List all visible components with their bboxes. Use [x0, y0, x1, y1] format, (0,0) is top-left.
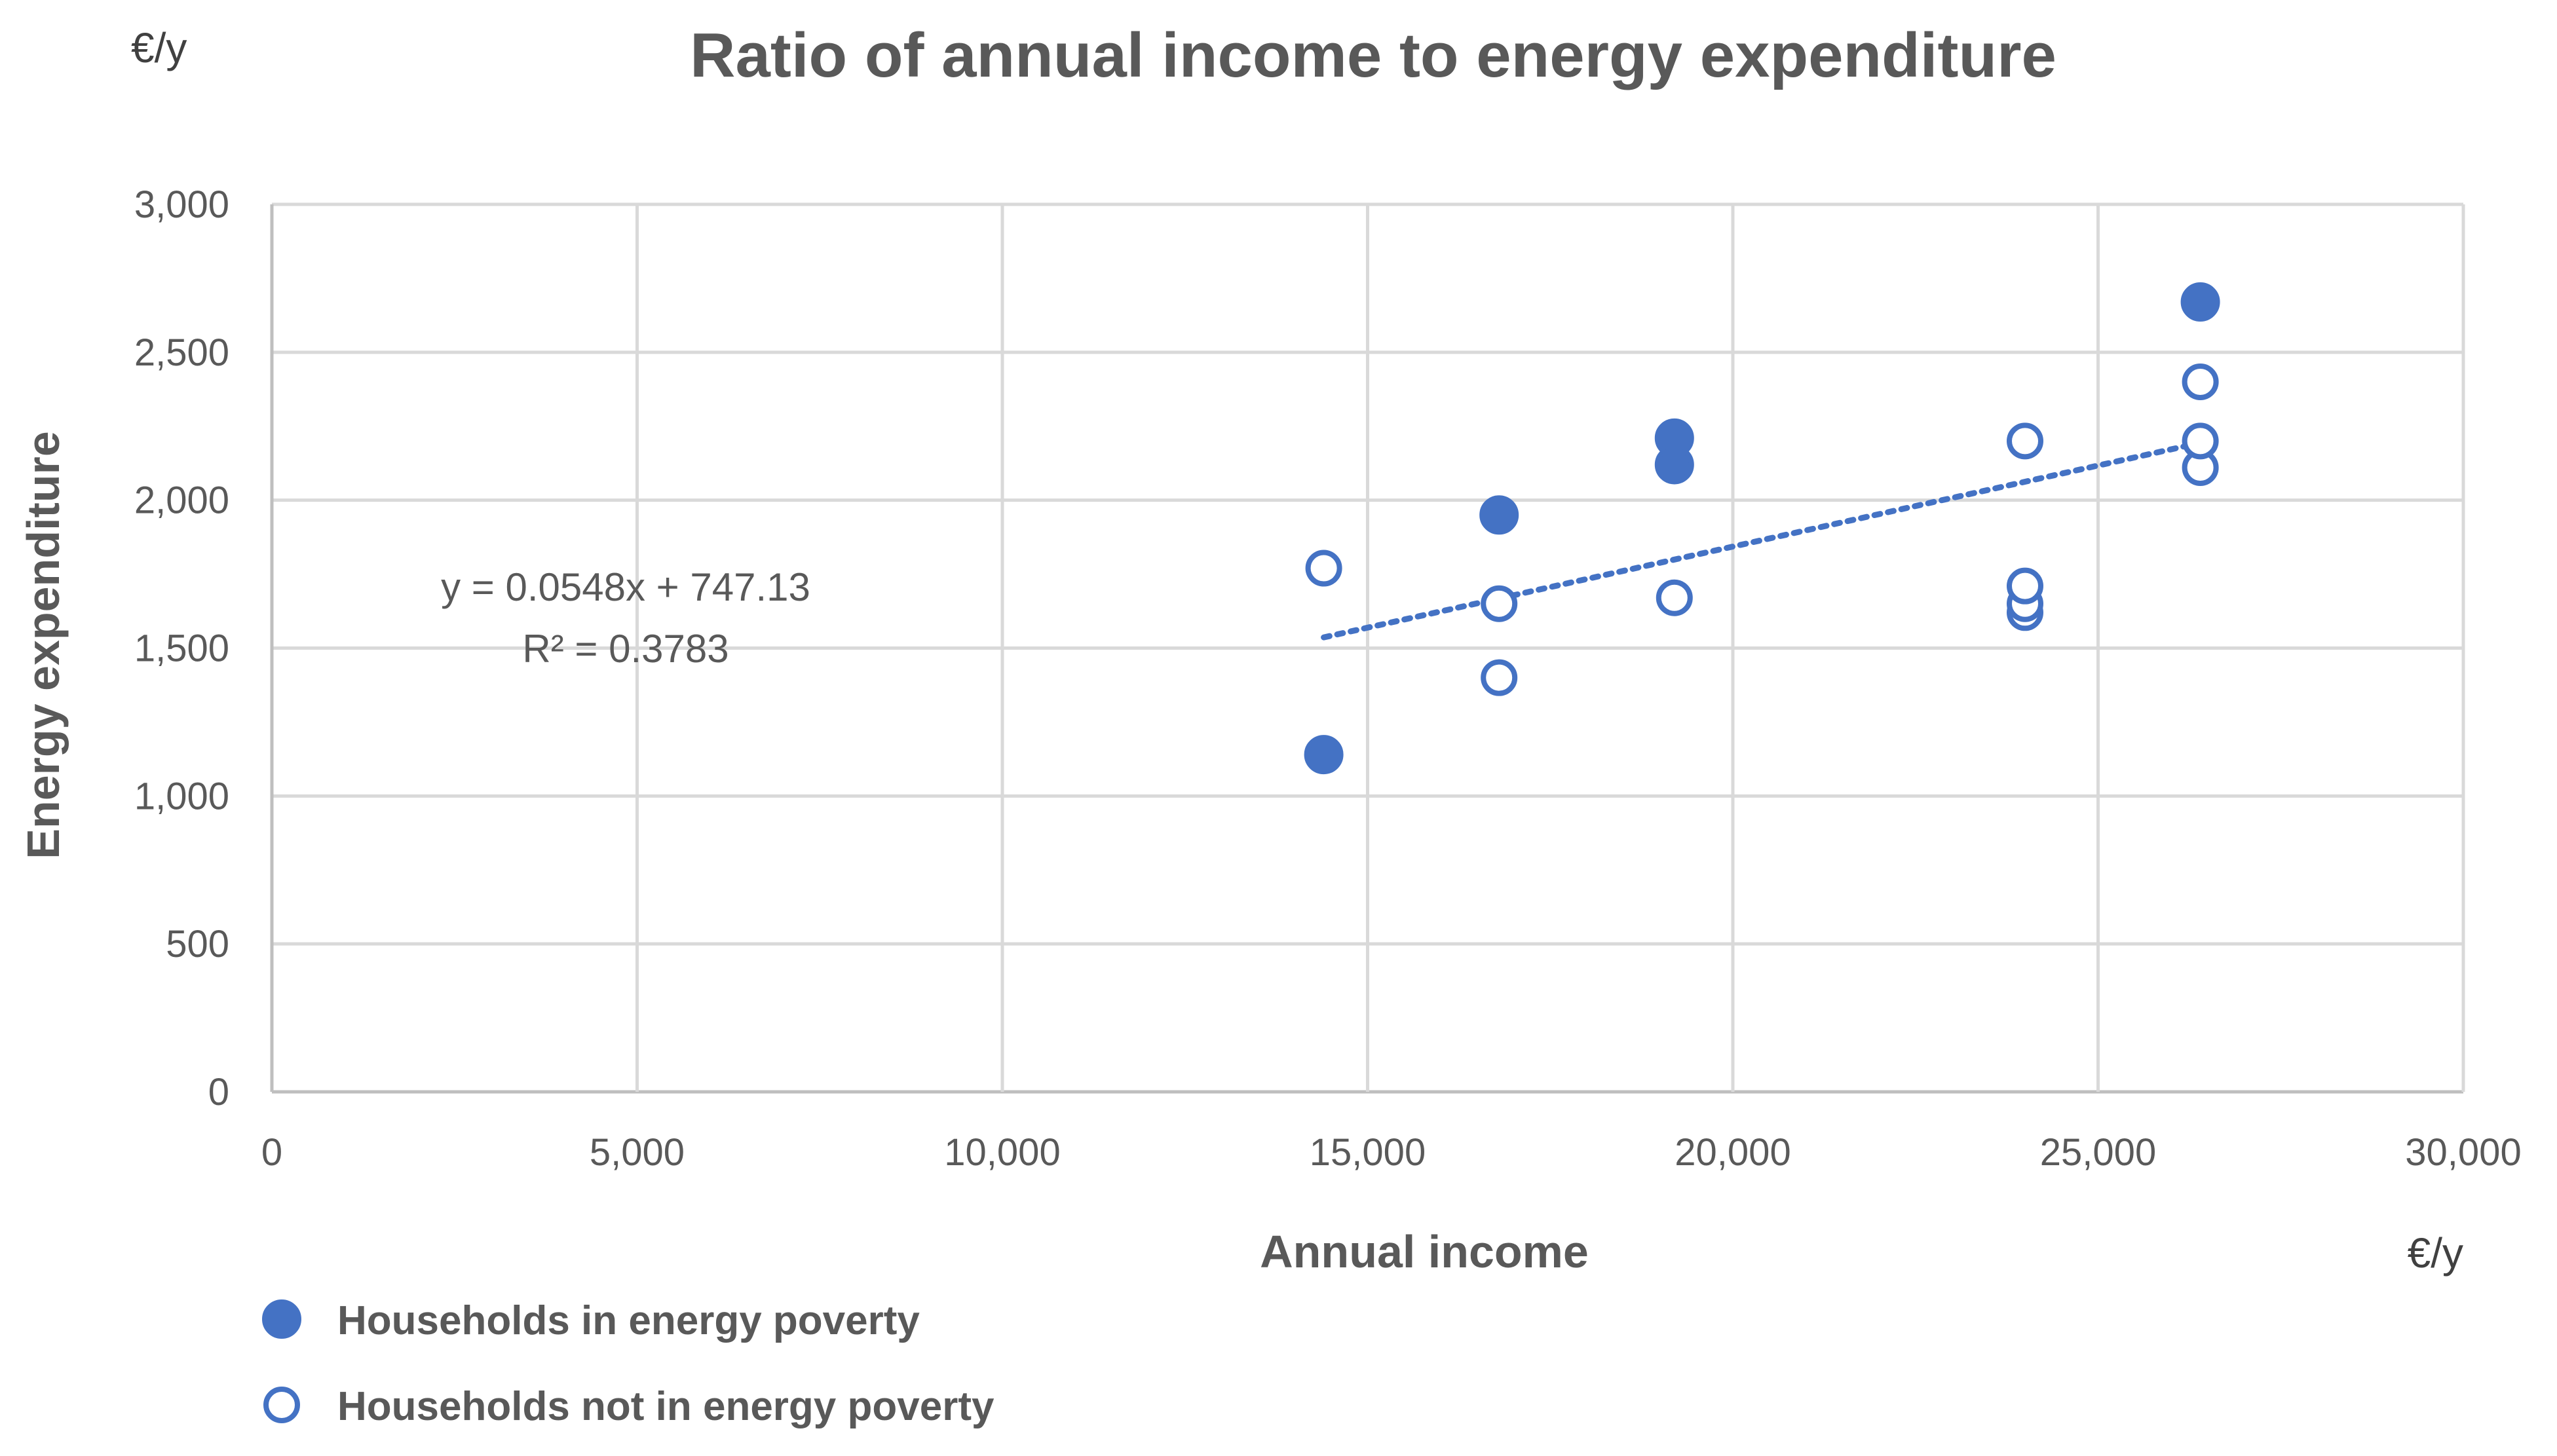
y-tick-label: 3,000	[134, 183, 229, 226]
legend-marker-hollow	[263, 1387, 300, 1423]
y-tick-label: 2,500	[134, 331, 229, 374]
point-not-energy-poverty	[1481, 659, 1518, 696]
gridlines	[270, 202, 2465, 1094]
point-energy-poverty	[1304, 735, 1344, 775]
trendline-equation: y = 0.0548x + 747.13	[441, 565, 810, 609]
x-tick-label: 30,000	[2405, 1131, 2521, 1174]
data-points	[1304, 282, 2220, 775]
point-not-energy-poverty	[2182, 422, 2219, 460]
point-not-energy-poverty	[1656, 579, 1693, 616]
x-unit-label: €/y	[2408, 1229, 2463, 1277]
legend-label-not-energy-poverty: Households not in energy poverty	[337, 1384, 994, 1429]
trendline-r-squared: R² = 0.3783	[522, 627, 729, 671]
point-energy-poverty	[1654, 418, 1694, 458]
legend: Households in energy poverty Households …	[262, 1298, 994, 1429]
x-tick-label: 25,000	[2040, 1131, 2156, 1174]
point-not-energy-poverty	[1305, 550, 1342, 587]
y-tick-label: 500	[166, 923, 229, 965]
y-tick-label: 1,000	[134, 775, 229, 817]
y-axis-title: Energy expenditure	[18, 431, 69, 859]
point-not-energy-poverty	[1481, 585, 1518, 622]
legend-label-energy-poverty: Households in energy poverty	[337, 1298, 920, 1343]
x-tick-label: 10,000	[944, 1131, 1060, 1174]
point-energy-poverty	[1479, 495, 1519, 535]
point-energy-poverty	[2180, 282, 2220, 322]
tick-labels: 0 500 1,000 1,500 2,000 2,500 3,000 0 5,000 10,00…	[134, 183, 2522, 1174]
y-tick-label: 2,000	[134, 479, 229, 522]
x-tick-label: 5,000	[590, 1131, 685, 1174]
y-tick-label: 1,500	[134, 627, 229, 670]
y-unit-label: €/y	[131, 24, 187, 71]
x-tick-label: 15,000	[1310, 1131, 1426, 1174]
x-tick-label: 20,000	[1675, 1131, 1790, 1174]
point-not-energy-poverty	[2182, 364, 2219, 400]
trendline	[1321, 439, 2204, 641]
x-tick-label: 0	[261, 1131, 282, 1174]
legend-marker-filled	[262, 1299, 301, 1339]
point-not-energy-poverty	[2007, 567, 2043, 605]
y-tick-label: 0	[208, 1071, 229, 1113]
point-not-energy-poverty	[2007, 422, 2043, 460]
x-axis-title: Annual income	[1260, 1226, 1589, 1277]
chart-title: Ratio of annual income to energy expendi…	[690, 20, 2056, 90]
